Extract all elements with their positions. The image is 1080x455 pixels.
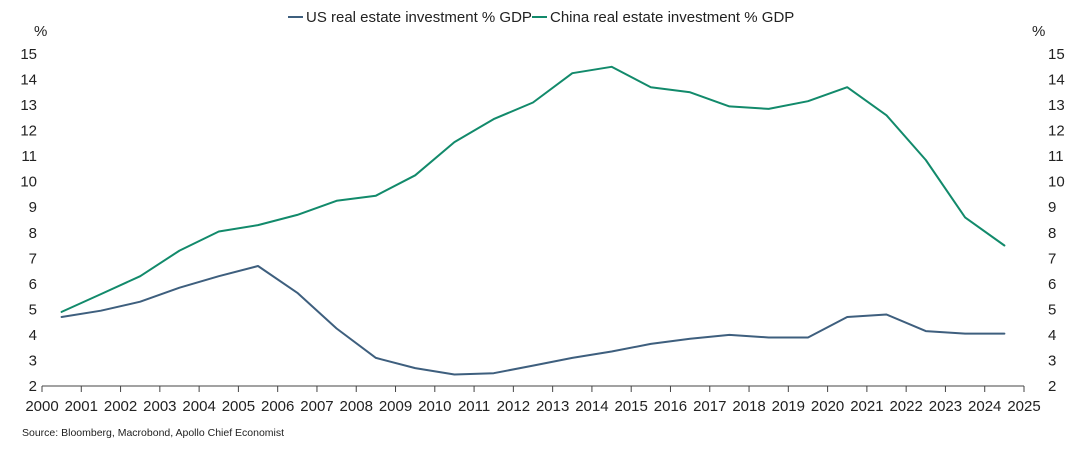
y-tick-label-left: 15 — [20, 46, 37, 63]
x-tick-label: 2013 — [536, 398, 569, 415]
x-tick-label: 2024 — [968, 398, 1001, 415]
y-tick-label-right: 3 — [1048, 352, 1056, 369]
y-tick-label-right: 2 — [1048, 378, 1056, 395]
y-tick-label-right: 5 — [1048, 301, 1056, 318]
x-tick-label: 2005 — [222, 398, 255, 415]
series-line-us — [60, 265, 1006, 376]
y-tick-label-left: 10 — [20, 174, 37, 191]
y-tick-label-left: 13 — [20, 97, 37, 114]
x-tick-label: 2014 — [575, 398, 608, 415]
y-tick-label-left: 14 — [20, 72, 37, 89]
y-tick-label-right: 7 — [1048, 250, 1056, 267]
legend-label-us: US real estate investment % GDP — [306, 9, 532, 26]
y-tick-label-left: 4 — [29, 327, 37, 344]
x-tick-label: 2008 — [340, 398, 373, 415]
y-axis-unit-right: % — [1032, 23, 1045, 40]
y-tick-label-right: 4 — [1048, 327, 1056, 344]
x-tick-label: 2019 — [772, 398, 805, 415]
y-tick-label-right: 10 — [1048, 174, 1065, 191]
y-tick-label-left: 2 — [29, 378, 37, 395]
x-tick-label: 2020 — [811, 398, 844, 415]
y-tick-label-left: 9 — [29, 199, 37, 216]
x-tick-label: 2021 — [850, 398, 883, 415]
y-tick-label-right: 8 — [1048, 225, 1056, 242]
x-tick-label: 2022 — [889, 398, 922, 415]
y-tick-label-left: 12 — [20, 123, 37, 140]
x-tick-label: 2003 — [143, 398, 176, 415]
x-tick-label: 2016 — [654, 398, 687, 415]
x-tick-label: 2023 — [929, 398, 962, 415]
x-tick-label: 2011 — [458, 398, 490, 415]
x-tick-label: 2015 — [615, 398, 648, 415]
source-note: Source: Bloomberg, Macrobond, Apollo Chi… — [22, 427, 285, 439]
y-axis-ticks-right: 2 3 4 5 6 7 8 9 10 11 12 13 14 15 — [1048, 46, 1065, 395]
x-tick-label: 2010 — [418, 398, 451, 415]
x-tick-label: 2000 — [25, 398, 58, 415]
y-tick-label-left: 7 — [29, 250, 37, 267]
x-tick-label: 2025 — [1007, 398, 1040, 415]
y-tick-label-right: 13 — [1048, 97, 1065, 114]
y-tick-label-left: 11 — [21, 148, 37, 165]
y-axis-unit-left: % — [34, 23, 47, 40]
x-tick-label: 2006 — [261, 398, 294, 415]
y-axis-ticks-left: 2 3 4 5 6 7 8 9 10 11 12 13 14 15 — [20, 46, 37, 395]
x-tick-label: 2007 — [300, 398, 333, 415]
y-tick-label-right: 11 — [1048, 148, 1064, 165]
x-tick-label: 2012 — [497, 398, 530, 415]
y-tick-label-right: 6 — [1048, 276, 1056, 293]
y-tick-label-right: 15 — [1048, 46, 1065, 63]
y-tick-label-right: 14 — [1048, 72, 1065, 89]
x-tick-label: 2018 — [732, 398, 765, 415]
x-tick-label: 2017 — [693, 398, 726, 415]
x-tick-label: 2009 — [379, 398, 412, 415]
x-tick-label: 2002 — [104, 398, 137, 415]
legend-label-china: China real estate investment % GDP — [550, 9, 794, 26]
y-tick-label-right: 12 — [1048, 123, 1065, 140]
y-tick-label-left: 5 — [29, 301, 37, 318]
y-tick-label-left: 8 — [29, 225, 37, 242]
series-line-china — [60, 65, 1006, 313]
x-tick-label: 2004 — [182, 398, 215, 415]
x-tick-label: 2001 — [65, 398, 98, 415]
y-tick-label-right: 9 — [1048, 199, 1056, 216]
legend: US real estate investment % GDP China re… — [288, 9, 794, 26]
y-tick-label-left: 6 — [29, 276, 37, 293]
series-layer — [60, 65, 1006, 376]
x-axis-ticks: 2000 2001 2002 2003 2004 2005 2006 2007 2008 2009… — [25, 386, 1041, 415]
y-tick-label-left: 3 — [29, 352, 37, 369]
